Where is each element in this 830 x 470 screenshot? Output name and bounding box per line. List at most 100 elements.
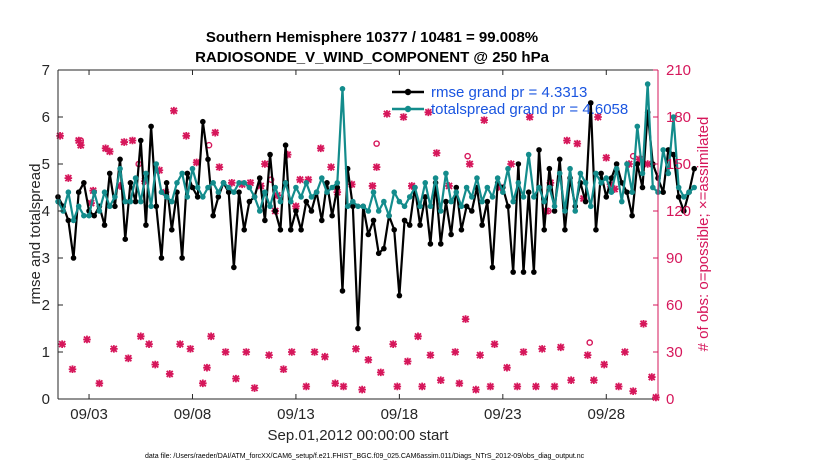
spread-point <box>494 175 501 181</box>
spread-point <box>158 189 165 195</box>
rmse-point <box>122 236 129 242</box>
y-left-tick-label: 6 <box>42 109 50 126</box>
rmse-point <box>463 203 470 210</box>
spread-point <box>536 184 542 191</box>
spread-point <box>412 184 418 191</box>
y-right-tick-label: 150 <box>666 156 691 173</box>
obs-assimilated-marker <box>83 335 91 344</box>
obs-assimilated-marker <box>339 382 348 391</box>
rmse-point <box>541 227 548 233</box>
obs-assimilated-marker <box>647 373 656 381</box>
spread-point <box>443 170 449 177</box>
x-axis-label: Sep.01,2012 00:00:00 start <box>268 427 450 444</box>
obs-assimilated-marker <box>227 179 236 187</box>
spread-point <box>272 184 279 191</box>
x-tick-label: 09/23 <box>484 406 522 423</box>
y-left-tick-label: 1 <box>42 344 50 361</box>
rmse-point <box>272 208 279 214</box>
rmse-point <box>246 198 253 205</box>
rmse-point <box>215 194 222 200</box>
rmse-point <box>670 151 677 158</box>
rmse-point <box>236 189 242 195</box>
obs-assimilated-marker <box>403 357 412 366</box>
obs-assimilated-marker <box>383 110 391 118</box>
obs-assimilated-marker <box>486 382 495 391</box>
rmse-point <box>282 142 289 148</box>
rmse-point <box>298 227 304 233</box>
obs-assimilated-marker <box>414 332 422 341</box>
rmse-point <box>81 180 87 186</box>
obs-assimilated-marker <box>203 363 211 372</box>
spread-point <box>474 175 480 181</box>
obs-possible-marker <box>77 137 85 144</box>
obs-assimilated-marker <box>590 376 598 384</box>
obs-assimilated-marker <box>186 345 195 353</box>
obs-assimilated-marker <box>128 136 137 145</box>
rmse-point <box>624 189 630 195</box>
spread-point <box>520 194 527 200</box>
rmse-point <box>210 212 216 219</box>
obs-assimilated-marker <box>116 182 124 190</box>
rmse-point <box>391 227 398 233</box>
rmse-point <box>365 231 372 238</box>
y-right-tick-label: 90 <box>666 250 683 267</box>
rmse-point <box>556 156 563 163</box>
spread-point <box>65 189 72 195</box>
rmse-point <box>350 203 356 210</box>
obs-assimilated-marker <box>476 351 484 359</box>
y-left-tick-label: 2 <box>42 297 50 314</box>
rmse-point <box>458 227 465 233</box>
legend-rmse-marker <box>404 88 412 96</box>
obs-assimilated-marker <box>170 106 178 115</box>
spread-point <box>453 189 460 195</box>
data-file-footnote: data file: /Users/raeder/DAI/ATM_forcXX/… <box>145 453 585 460</box>
spread-point <box>458 203 465 210</box>
rmse-point <box>422 194 429 200</box>
spread-point <box>422 180 429 186</box>
obs-assimilated-marker <box>124 354 133 363</box>
spread-point <box>370 189 377 195</box>
spread-point <box>287 198 294 205</box>
obs-assimilated-marker <box>372 163 381 171</box>
spread-point <box>437 208 444 214</box>
spread-point <box>220 180 227 186</box>
rmse-point <box>127 180 134 186</box>
rmse-point <box>225 189 232 195</box>
spread-point <box>525 151 532 158</box>
rmse-point <box>158 255 165 261</box>
spread-point <box>262 189 268 195</box>
spread-point <box>448 198 454 205</box>
obs-assimilated-marker <box>316 144 325 153</box>
spread-point <box>587 203 594 210</box>
y-axis-right-label: # of obs: o=possible; ×=assimilated <box>695 117 712 352</box>
obs-assimilated-marker <box>550 382 559 391</box>
spread-point <box>360 203 366 210</box>
spread-point <box>293 184 299 191</box>
y-right-tick-label: 60 <box>666 297 683 314</box>
spread-point <box>344 203 351 210</box>
rmse-point <box>551 208 558 214</box>
spread-point <box>168 198 175 205</box>
spread-point <box>618 198 625 205</box>
spread-point <box>303 180 310 186</box>
spread-point <box>329 184 335 191</box>
spread-point <box>401 203 408 210</box>
spread-point <box>350 198 356 205</box>
rmse-point <box>536 147 542 153</box>
x-tick-label: 09/18 <box>381 406 419 423</box>
rmse-point <box>101 222 108 228</box>
obs-assimilated-marker <box>250 384 259 392</box>
rmse-point <box>163 180 170 186</box>
spread-point <box>256 208 263 214</box>
rmse-point <box>179 255 185 261</box>
obs-assimilated-marker <box>376 368 385 377</box>
spread-point <box>81 212 87 219</box>
spread-point <box>406 194 413 200</box>
obs-assimilated-marker <box>461 315 470 323</box>
spread-point <box>194 184 201 191</box>
spread-point <box>381 198 387 205</box>
spread-point <box>231 189 237 195</box>
spread-point <box>624 161 630 167</box>
spread-point <box>282 180 289 186</box>
y-left-tick-label: 3 <box>42 250 50 267</box>
